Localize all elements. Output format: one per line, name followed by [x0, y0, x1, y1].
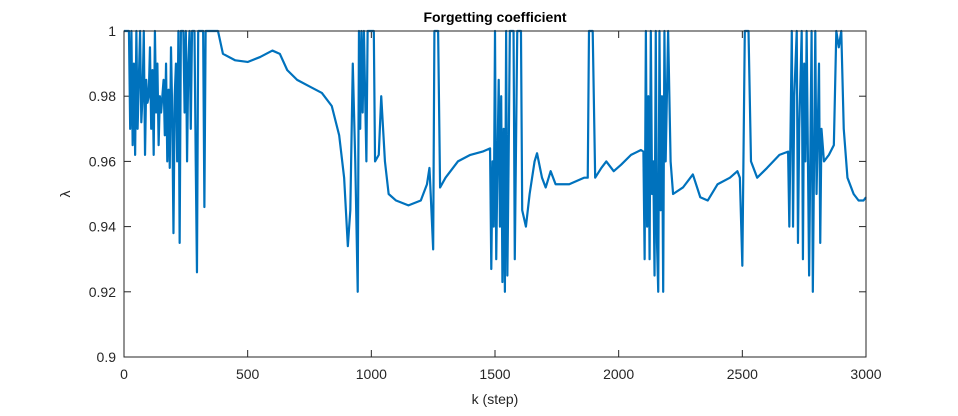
y-axis-label: λ	[57, 191, 73, 198]
x-tick-label: 2500	[727, 366, 758, 382]
x-tick-label: 1500	[479, 366, 510, 382]
x-tick-label: 3000	[850, 366, 881, 382]
y-tick-label: 0.9	[97, 349, 117, 365]
x-tick-label: 500	[236, 366, 260, 382]
y-tick-label: 0.96	[89, 153, 116, 169]
y-tick-label: 0.98	[89, 88, 116, 104]
x-tick-label: 2000	[603, 366, 634, 382]
data-line	[124, 29, 867, 293]
x-axis-label: k (step)	[472, 391, 519, 407]
y-tick-label: 0.92	[89, 284, 116, 300]
y-tick-label: 0.94	[89, 219, 116, 235]
x-tick-label: 0	[120, 366, 128, 382]
axes-box	[123, 30, 867, 358]
chart-title: Forgetting coefficient	[423, 9, 566, 25]
y-tick-label: 1	[108, 23, 116, 39]
x-tick-label: 1000	[356, 366, 387, 382]
